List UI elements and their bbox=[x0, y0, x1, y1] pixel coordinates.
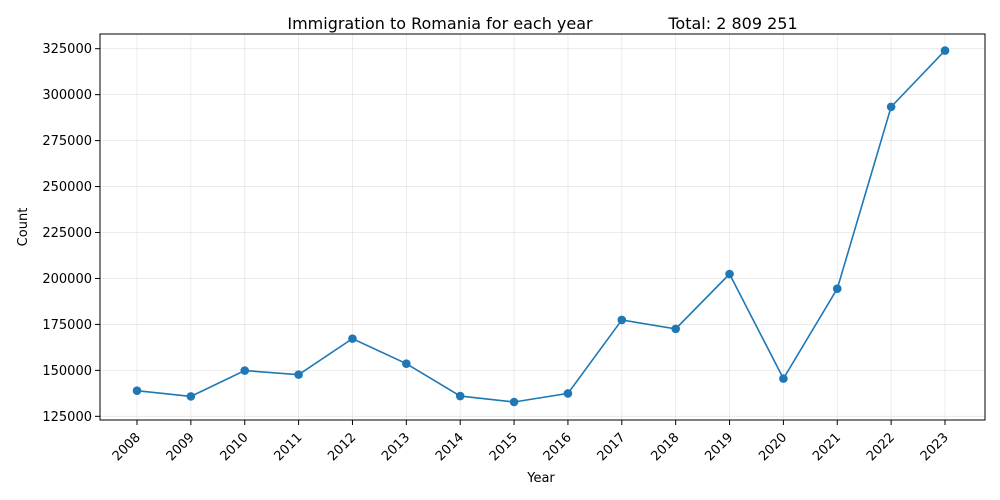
data-point bbox=[455, 391, 465, 401]
data-point bbox=[240, 366, 250, 375]
y-axis-label: Count bbox=[16, 208, 31, 247]
x-axis-label: Year bbox=[526, 471, 555, 486]
chart-title: Immigration to Romania for each year bbox=[287, 14, 593, 33]
grid-layer bbox=[100, 34, 985, 420]
x-tick-label: 2012 bbox=[325, 430, 359, 464]
x-tick-label: 2019 bbox=[702, 430, 736, 464]
y-tick-label: 175000 bbox=[42, 318, 92, 333]
x-tick-label: 2018 bbox=[648, 430, 682, 464]
y-tick-label: 150000 bbox=[42, 364, 92, 379]
x-tick-label: 2017 bbox=[595, 430, 629, 464]
data-point bbox=[779, 374, 788, 383]
series-line bbox=[136, 50, 946, 403]
data-point bbox=[186, 392, 196, 401]
y-tick-label: 200000 bbox=[42, 272, 92, 287]
x-tick-label: 2016 bbox=[541, 430, 575, 464]
data-point bbox=[132, 386, 142, 396]
x-tick-label: 2014 bbox=[433, 430, 467, 464]
data-point bbox=[402, 359, 411, 368]
x-tick-label: 2011 bbox=[271, 430, 305, 464]
data-point bbox=[348, 334, 357, 343]
plot-area-frame bbox=[99, 33, 986, 421]
y-tick-label: 300000 bbox=[42, 88, 92, 103]
data-point bbox=[617, 315, 627, 325]
x-tick-label: 2020 bbox=[756, 430, 790, 464]
x-tick-label: 2022 bbox=[864, 430, 898, 464]
x-tick-label: 2013 bbox=[379, 430, 413, 464]
x-tick-label: 2021 bbox=[810, 430, 844, 464]
x-tick-label: 2009 bbox=[164, 430, 198, 464]
data-point bbox=[886, 102, 896, 112]
chart-total-label: Total: 2 809 251 bbox=[667, 14, 797, 33]
data-point bbox=[832, 284, 842, 294]
data-point bbox=[671, 324, 680, 334]
y-tick-label: 250000 bbox=[42, 180, 92, 195]
x-tick-label: 2010 bbox=[218, 430, 252, 464]
axis-layer: 2008 2009 2010 2011 2012 2013 2014 2015 2016 2017… bbox=[42, 42, 951, 464]
data-point bbox=[563, 389, 573, 398]
data-point bbox=[294, 370, 303, 379]
x-tick-label: 2008 bbox=[110, 430, 144, 464]
data-point bbox=[940, 46, 950, 55]
y-tick-label: 225000 bbox=[42, 226, 92, 241]
y-tick-label: 325000 bbox=[42, 42, 92, 57]
data-point bbox=[725, 269, 734, 279]
x-tick-label: 2023 bbox=[918, 430, 952, 464]
data-layer bbox=[132, 46, 950, 407]
y-tick-label: 275000 bbox=[42, 134, 92, 149]
x-tick-label: 2015 bbox=[487, 430, 521, 464]
y-tick-label: 125000 bbox=[42, 410, 92, 425]
data-point bbox=[509, 397, 519, 407]
